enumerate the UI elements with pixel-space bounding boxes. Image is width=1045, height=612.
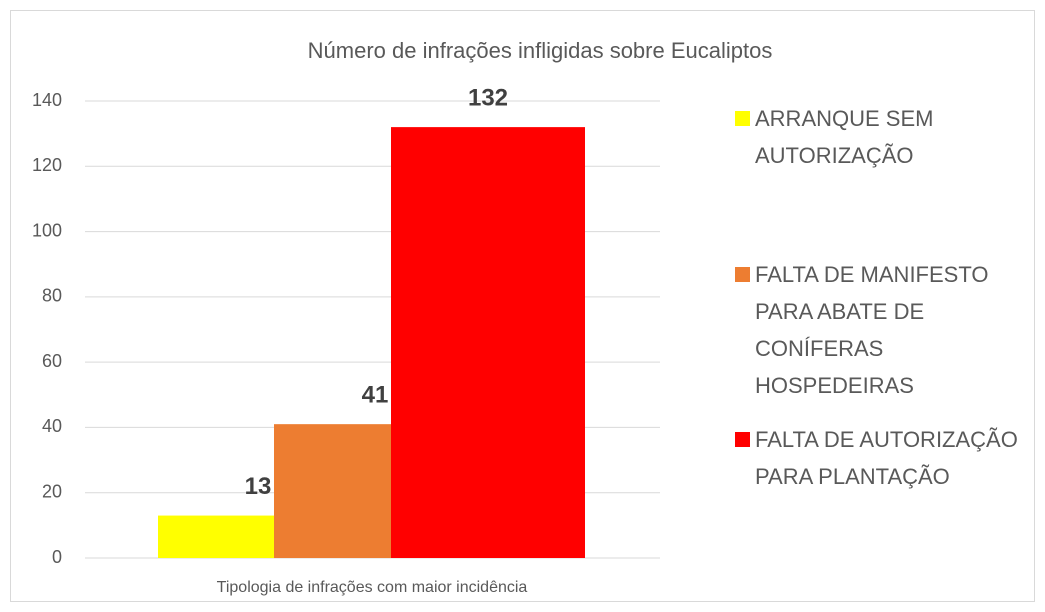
bar [274, 424, 391, 558]
y-tick-label: 140 [32, 90, 62, 110]
y-tick-label: 120 [32, 155, 62, 175]
legend-label: FALTA DE MANIFESTO PARA ABATE DE CONÍFER… [755, 262, 989, 398]
legend-entry: ARRANQUE SEM AUTORIZAÇÃO [735, 100, 1035, 174]
x-tick-label: Tipologia de infrações com maior incidên… [217, 579, 528, 596]
legend-swatch [735, 267, 750, 282]
legend-entry: FALTA DE MANIFESTO PARA ABATE DE CONÍFER… [735, 256, 1035, 404]
y-tick-label: 20 [42, 481, 62, 501]
chart-title: Número de infrações infligidas sobre Euc… [308, 38, 773, 63]
data-label: 13 [245, 473, 272, 500]
y-tick-label: 40 [42, 416, 62, 436]
data-label: 132 [468, 84, 508, 111]
y-tick-label: 0 [52, 547, 62, 567]
bar [391, 127, 585, 558]
legend-label: FALTA DE AUTORIZAÇÃO PARA PLANTAÇÃO [755, 427, 1018, 489]
y-tick-label: 60 [42, 351, 62, 371]
bar [158, 515, 274, 558]
legend-swatch [735, 111, 750, 126]
y-tick-label: 80 [42, 286, 62, 306]
legend-label: ARRANQUE SEM AUTORIZAÇÃO [755, 106, 934, 168]
y-tick-label: 100 [32, 220, 62, 240]
data-label: 41 [362, 382, 389, 409]
legend-entry: FALTA DE AUTORIZAÇÃO PARA PLANTAÇÃO [735, 421, 1035, 495]
legend-swatch [735, 432, 750, 447]
